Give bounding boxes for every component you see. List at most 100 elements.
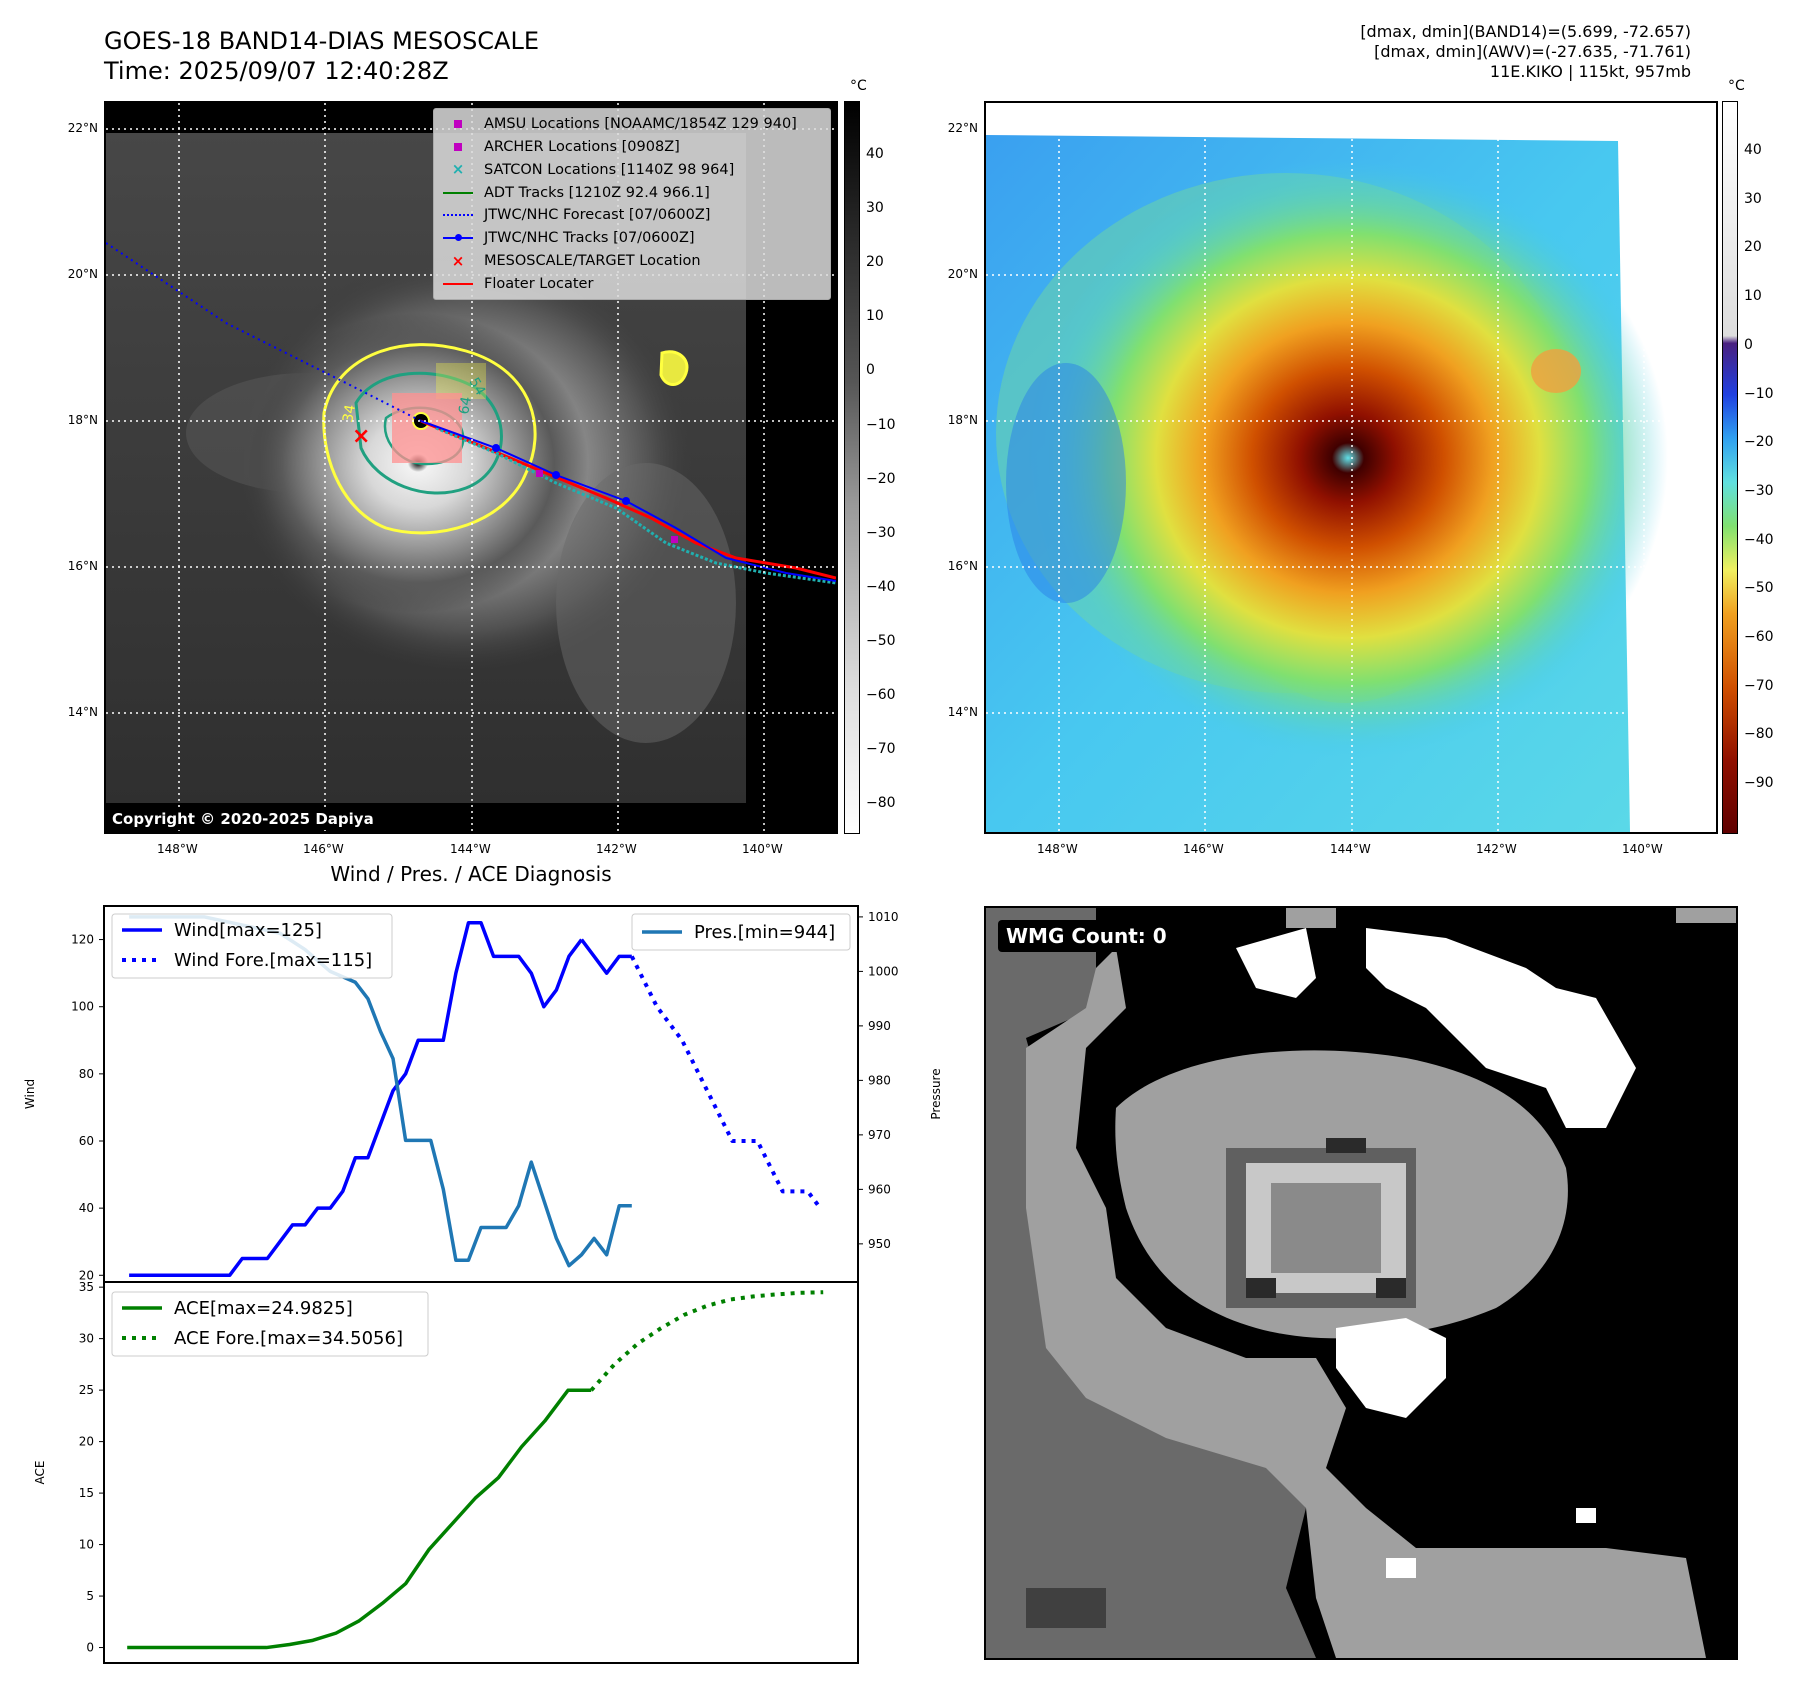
ace-ytick-label: 10 bbox=[79, 1538, 94, 1552]
ace-series-line-1 bbox=[589, 1290, 824, 1392]
copyright-label: Copyright © 2020-2025 Dapiya bbox=[106, 808, 380, 830]
diagnosis-title: Wind / Pres. / ACE Diagnosis bbox=[330, 862, 612, 886]
pressure-ytick-label: 1010 bbox=[868, 910, 899, 924]
wind-ytick-label: 40 bbox=[79, 1201, 94, 1215]
lon-tick-label: 146°W bbox=[303, 842, 344, 856]
colorbar-tick-label: 30 bbox=[1744, 190, 1762, 207]
ace-ytick-label: 20 bbox=[79, 1435, 94, 1449]
lat-tick-label: 18°N bbox=[67, 413, 98, 427]
wmg-image bbox=[986, 908, 1736, 1658]
colorbar-tick-label: −20 bbox=[1744, 434, 1774, 451]
contour-label-64: 64 bbox=[456, 395, 475, 415]
lon-tick-label: 148°W bbox=[157, 842, 198, 856]
series-line-2 bbox=[630, 955, 822, 1210]
legend-swatch: × bbox=[451, 251, 465, 270]
contour-label-54: 54 bbox=[466, 375, 489, 399]
wind-ytick-label: 20 bbox=[79, 1268, 94, 1282]
legend-ace-label: ACE[max=24.9825] bbox=[174, 1298, 353, 1319]
wind-ytick-label: 100 bbox=[71, 1000, 94, 1014]
awv-map-lat-labels: 22°N 20°N 18°N 16°N 14°N bbox=[928, 101, 980, 834]
ir-map-lat-labels: 22°N 20°N 18°N 16°N 14°N bbox=[48, 101, 100, 834]
ir-map-lon-labels: 148°W 146°W 144°W 142°W 140°W bbox=[104, 842, 838, 862]
colorbar-tick-label: 40 bbox=[1744, 142, 1762, 158]
ace-ytick-label: 5 bbox=[86, 1589, 94, 1603]
colorbar-tick-label: −10 bbox=[1744, 385, 1774, 402]
colorbar-tick-label: −40 bbox=[866, 578, 896, 595]
legend-ace-fore-label: ACE Fore.[max=34.5056] bbox=[174, 1328, 403, 1349]
pressure-ytick-label: 970 bbox=[868, 1128, 891, 1142]
wind-pressure-chart: 20 40 60 80 100 120 950 960 970 980 990 1000 1010 Win… bbox=[23, 905, 943, 1283]
figure-title: GOES-18 BAND14-DIAS MESOSCALE bbox=[104, 27, 540, 55]
diagnosis-chart: 2040608010012095096097098099010001010Win… bbox=[23, 905, 943, 1664]
svg-text:×: × bbox=[352, 424, 370, 449]
ace-legend: ACE[max=24.9825] ACE Fore.[max=34.5056] bbox=[111, 1291, 429, 1357]
awv-map-image bbox=[986, 103, 1716, 832]
ace-series-line-0 bbox=[127, 1388, 592, 1650]
colorbar-tick-label: 20 bbox=[1744, 239, 1762, 256]
colorbar-gray-unit: °C bbox=[850, 78, 867, 94]
colorbar-tick-label: 10 bbox=[866, 308, 884, 325]
lon-tick-label: 144°W bbox=[1330, 842, 1371, 856]
pressure-ytick-label: 990 bbox=[868, 1019, 891, 1033]
colorbar-tick-label: −30 bbox=[1744, 482, 1774, 499]
wind-ytick-label: 60 bbox=[79, 1134, 94, 1148]
colorbar-gray-ticks: 40 30 20 10 0 −10 −20 −30 −40 −50 −60 −70 −80 bbox=[866, 101, 926, 834]
ace-ylabel: ACE bbox=[33, 1461, 47, 1485]
map-legend-items: AMSU Locations [NOAAMC/1854Z 129 940] ARC… bbox=[442, 113, 797, 296]
legend-label: ADT Tracks [1210Z 92.4 966.1] bbox=[484, 184, 710, 201]
legend-swatch bbox=[442, 182, 474, 205]
legend-wind-label: Wind[max=125] bbox=[174, 920, 322, 941]
legend-item: Floater Locater bbox=[442, 273, 797, 296]
colorbar-tick-label: 30 bbox=[866, 200, 884, 217]
legend-swatch bbox=[442, 227, 474, 250]
legend-label: JTWC/NHC Tracks [07/0600Z] bbox=[484, 229, 695, 246]
ace-chart: 0 5 10 15 20 25 30 35 ACE ACE[max=24.9825] ACE For… bbox=[33, 1280, 859, 1664]
legend-label: Floater Locater bbox=[484, 276, 594, 293]
colorbar-color bbox=[1722, 101, 1738, 834]
colorbar-tick-label: −60 bbox=[866, 687, 896, 703]
lat-tick-label: 20°N bbox=[947, 267, 978, 281]
info-line-2: [dmax, dmin](AWV)=(-27.635, -71.761) bbox=[1374, 42, 1691, 61]
legend-label: SATCON Locations [1140Z 98 964] bbox=[484, 161, 735, 178]
pressure-ytick-label: 950 bbox=[868, 1237, 891, 1251]
legend-item: × MESOSCALE/TARGET Location bbox=[442, 250, 797, 274]
legend-label: JTWC/NHC Forecast [07/0600Z] bbox=[484, 207, 711, 224]
wind-ytick-label: 80 bbox=[79, 1067, 94, 1081]
ace-ytick-label: 35 bbox=[79, 1280, 94, 1294]
lon-tick-label: 144°W bbox=[450, 842, 491, 856]
figure-time: Time: 2025/09/07 12:40:28Z bbox=[104, 57, 449, 85]
awv-map-lon-labels: 148°W 146°W 144°W 142°W 140°W bbox=[984, 842, 1718, 862]
series-line-0 bbox=[129, 921, 583, 1278]
legend-item: × SATCON Locations [1140Z 98 964] bbox=[442, 158, 797, 182]
pressure-ytick-label: 980 bbox=[868, 1073, 891, 1087]
map-legend: AMSU Locations [NOAAMC/1854Z 129 940] ARC… bbox=[433, 108, 831, 300]
ir-map-panel: × 54 64 34 AMSU Locations [NOAAMC/1854Z … bbox=[104, 101, 838, 834]
legend-label: MESOSCALE/TARGET Location bbox=[484, 253, 701, 270]
lat-tick-label: 20°N bbox=[67, 267, 98, 281]
colorbar-tick-label: −50 bbox=[866, 632, 896, 649]
info-block: [dmax, dmin](BAND14)=(5.699, -72.657) [d… bbox=[991, 22, 1691, 82]
lat-tick-label: 14°N bbox=[67, 705, 98, 719]
lat-tick-label: 22°N bbox=[947, 121, 978, 135]
ace-axes-frame bbox=[103, 1281, 859, 1664]
colorbar-color-ticks: 40 30 20 10 0 −10 −20 −30 −40 −50 −60 −70 −80 −90 bbox=[1744, 101, 1797, 834]
colorbar-tick-label: 40 bbox=[866, 146, 884, 162]
colorbar-tick-label: −90 bbox=[1744, 775, 1774, 792]
colorbar-tick-label: −80 bbox=[1744, 726, 1774, 743]
colorbar-tick-label: 10 bbox=[1744, 288, 1762, 305]
wind-ylabel: Wind bbox=[23, 1079, 37, 1109]
lat-tick-label: 16°N bbox=[947, 559, 978, 573]
pressure-ylabel: Pressure bbox=[929, 1068, 943, 1119]
legend-label: ARCHER Locations [0908Z] bbox=[484, 138, 680, 155]
colorbar-tick-label: −20 bbox=[866, 470, 896, 487]
lon-tick-label: 148°W bbox=[1037, 842, 1078, 856]
legend-swatch bbox=[442, 113, 474, 136]
series-line-1 bbox=[580, 938, 632, 975]
pressure-legend-box bbox=[631, 913, 851, 951]
lon-tick-label: 146°W bbox=[1183, 842, 1224, 856]
info-line-3: 11E.KIKO | 115kt, 957mb bbox=[1489, 62, 1691, 81]
colorbar-tick-label: 0 bbox=[866, 362, 875, 379]
colorbar-tick-label: −70 bbox=[1744, 677, 1774, 694]
colorbar-tick-label: −70 bbox=[866, 741, 896, 758]
colorbar-tick-label: 0 bbox=[1744, 336, 1753, 353]
